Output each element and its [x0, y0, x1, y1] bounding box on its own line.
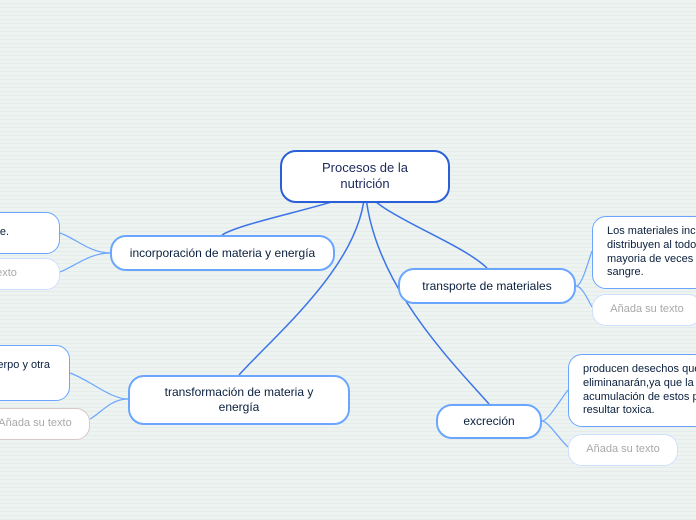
- branch-incorporacion[interactable]: incorporación de materia y energía: [110, 235, 335, 271]
- root-node[interactable]: Procesos de la nutrición: [280, 150, 450, 203]
- leaf-incorporacion-text[interactable]: orporan biente.: [0, 212, 60, 254]
- leaf-transformacion-text[interactable]: utiliza para uerpo y otra a.: [0, 345, 70, 401]
- leaf-excrecion-text[interactable]: producen desechos que se eliminanarán,ya…: [568, 354, 696, 427]
- branch-transporte[interactable]: transporte de materiales: [398, 268, 576, 304]
- leaf-transformacion-placeholder[interactable]: Añada su texto: [0, 408, 90, 440]
- branch-transformacion[interactable]: transformación de materia y energía: [128, 375, 350, 425]
- branch-excrecion[interactable]: excreción: [436, 404, 542, 439]
- mindmap-canvas[interactable]: Procesos de la nutrición incorporación d…: [0, 0, 696, 520]
- leaf-transporte-text[interactable]: Los materiales incor distribuyen al todo…: [592, 216, 696, 289]
- leaf-excrecion-placeholder[interactable]: Añada su texto: [568, 434, 678, 466]
- leaf-transporte-placeholder[interactable]: Añada su texto: [592, 294, 696, 326]
- leaf-incorporacion-placeholder[interactable]: da su texto: [0, 258, 60, 290]
